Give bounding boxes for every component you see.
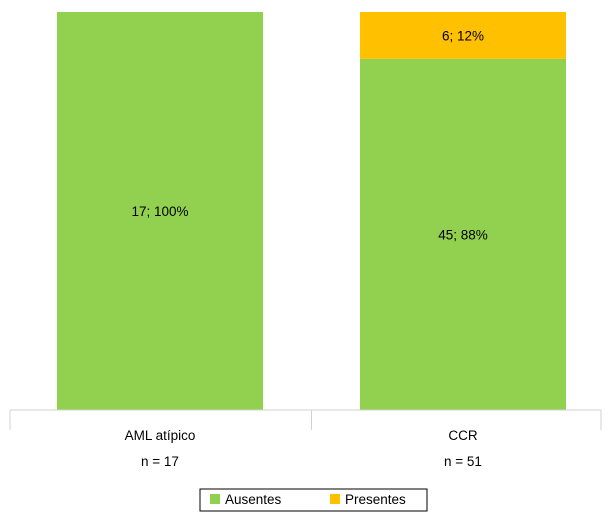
legend-label-ausentes: Ausentes [225, 492, 282, 507]
category-labels: 17; 100% AML atípico n = 17 45; 88% 6; 12% CC… [125, 28, 488, 469]
bar-segment-ausentes-2 [360, 58, 566, 411]
bar-segment-ausentes-1 [57, 12, 263, 410]
category-axis [9, 409, 602, 430]
category-count-label: n = 51 [444, 454, 482, 469]
category-label: CCR [448, 428, 477, 443]
category-count-label: n = 17 [141, 454, 179, 469]
legend-label-presentes: Presentes [345, 492, 406, 507]
data-label: 45; 88% [438, 227, 488, 242]
bar-segment-presentes-2 [360, 12, 566, 59]
legend-swatch-presentes [330, 494, 340, 504]
legend-box [199, 488, 428, 512]
legend: Ausentes Presentes [199, 488, 428, 512]
category-label: AML atípico [125, 428, 196, 443]
data-label: 17; 100% [131, 204, 188, 219]
bars-layer [57, 12, 566, 411]
data-label: 6; 12% [442, 28, 484, 43]
legend-swatch-ausentes [210, 494, 220, 504]
